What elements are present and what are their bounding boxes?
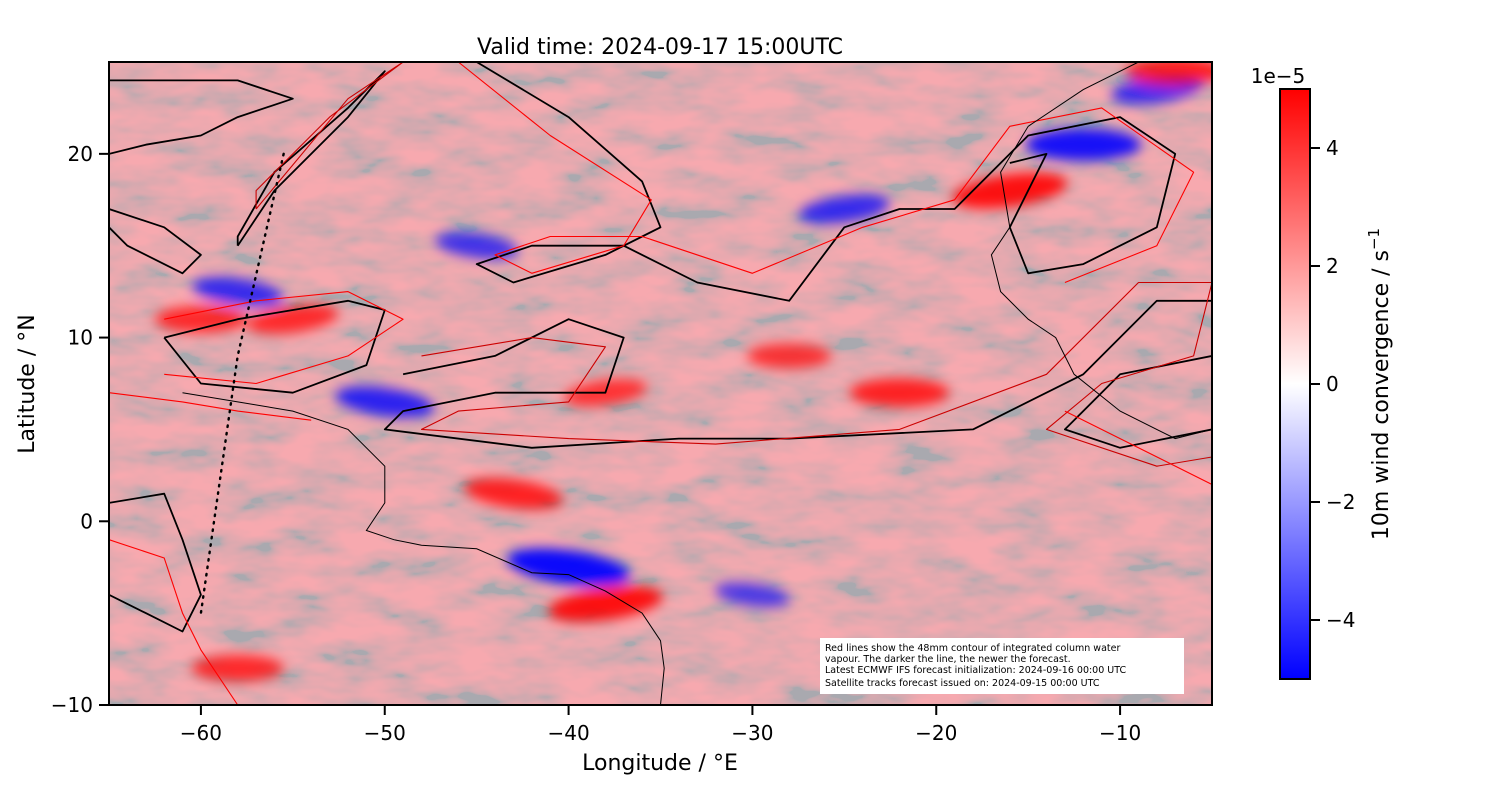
plot-area xyxy=(109,62,1212,705)
wv-contour-older xyxy=(255,62,404,210)
coastline-west-africa-coast xyxy=(990,62,1212,440)
colorbar-ticks: −4 −2 0 2 4 xyxy=(1310,136,1355,632)
annotation-box: Red lines show the 48mm contour of integ… xyxy=(820,638,1184,694)
field-feature-convergence xyxy=(191,654,284,682)
colorbar-tick-label: 0 xyxy=(1326,372,1339,396)
colorbar-label-sup: −1 xyxy=(1365,228,1383,250)
wv-contour-older xyxy=(420,281,1212,467)
y-tick-label: −10 xyxy=(51,693,93,717)
field-feature-convergence xyxy=(547,586,663,622)
satellite-track xyxy=(199,152,285,615)
x-tick-label: −50 xyxy=(364,721,406,745)
y-tick-label: 10 xyxy=(68,326,93,350)
field-feature-divergence xyxy=(798,194,890,224)
annotation-line-2: vapour. The darker the line, the newer t… xyxy=(825,654,1071,665)
plot-frame xyxy=(108,61,1213,706)
x-tick-label: −10 xyxy=(1099,721,1141,745)
field-texture-convergence xyxy=(109,62,1212,705)
field-feature-divergence xyxy=(435,232,519,260)
field-features xyxy=(154,62,1212,682)
field-feature-divergence xyxy=(1025,128,1142,161)
y-tick-label: 20 xyxy=(68,142,93,166)
x-tick-label: −20 xyxy=(915,721,957,745)
field-feature-divergence xyxy=(507,548,631,587)
coastlines xyxy=(182,62,1212,705)
y-tick-label: 0 xyxy=(80,509,93,533)
colorbar-tick-label: 2 xyxy=(1326,254,1339,278)
field-feature-divergence xyxy=(192,276,284,307)
colorbar-bar xyxy=(1279,88,1311,680)
wv-contour-older xyxy=(1064,410,1212,485)
y-axis-label: Latitude / °N xyxy=(15,314,40,453)
annotation-background xyxy=(820,638,1184,694)
field-feature-divergence xyxy=(714,582,791,608)
colorbar-label-main: 10m wind convergence / s xyxy=(1369,250,1394,540)
field-feature-convergence xyxy=(849,378,950,407)
coastline-south-america-north-coast xyxy=(182,392,665,705)
wv-contour-latest xyxy=(109,208,202,275)
wv-contour-older xyxy=(164,291,404,385)
annotation-line-1: Red lines show the 48mm contour of integ… xyxy=(825,643,1120,654)
x-axis-ticks: −60 −50 −40 −30 −20 −10 xyxy=(180,705,1141,745)
wv-contour-older xyxy=(457,62,1195,284)
water-vapour-contours xyxy=(109,62,1212,705)
colorbar-tick-label: 4 xyxy=(1326,136,1339,160)
wv-contour-latest xyxy=(109,79,294,155)
annotation-line-4: Satellite tracks forecast issued on: 202… xyxy=(825,678,1100,689)
x-tick-label: −40 xyxy=(547,721,589,745)
y-axis-ticks: −10 0 10 20 xyxy=(51,142,109,717)
field-feature-convergence xyxy=(247,304,339,334)
field-feature-convergence xyxy=(1125,62,1212,86)
x-tick-label: −30 xyxy=(731,721,773,745)
wv-contour-older xyxy=(109,392,312,421)
colorbar-label: 10m wind convergence / s−1 xyxy=(1365,228,1394,540)
x-tick-label: −60 xyxy=(180,721,222,745)
field-feature-convergence xyxy=(154,305,247,333)
colorbar: −4 −2 0 2 4 1e−5 10m wind convergence / s−1 xyxy=(1251,64,1394,680)
wv-contour-latest xyxy=(383,299,1212,449)
wv-contour-older xyxy=(109,539,239,705)
wv-contour-latest xyxy=(109,492,202,633)
colorbar-tick-label: −2 xyxy=(1326,490,1355,514)
chart-title: Valid time: 2024-09-17 15:00UTC xyxy=(477,35,843,60)
colorbar-scale-label: 1e−5 xyxy=(1251,64,1306,88)
annotation-line-3: Latest ECMWF IFS forecast initialization… xyxy=(825,665,1126,676)
field-feature-convergence xyxy=(747,343,832,369)
x-axis-label: Longitude / °E xyxy=(582,751,738,776)
field-feature-convergence xyxy=(463,477,563,510)
colorbar-tick-label: −4 xyxy=(1326,608,1355,632)
